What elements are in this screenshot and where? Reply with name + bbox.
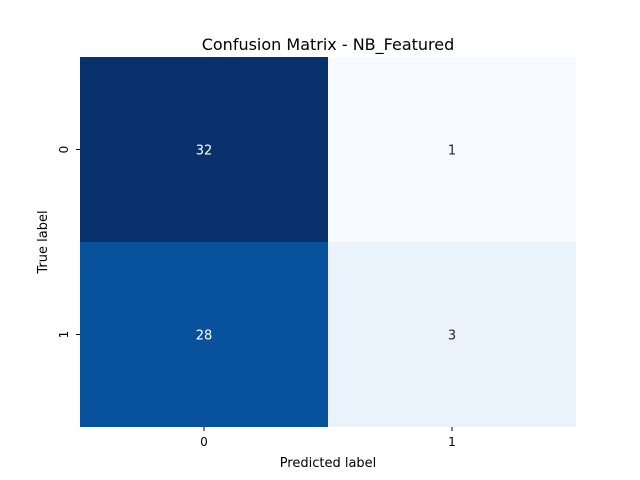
x-tick-label-0: 0 [200,435,208,449]
cell-value-label-1-0: 28 [196,329,213,344]
y-tick-label-0: 0 [57,146,71,154]
heatmap-cell-labels: 32 1 28 3 [196,144,456,344]
chart-title: Confusion Matrix - NB_Featured [202,35,455,55]
heatmap-cell-0-0 [80,57,328,242]
cell-value-label-0-0: 32 [196,144,213,159]
y-axis-label: True label [36,210,51,274]
heatmap-cell-0-1 [328,57,576,242]
x-axis-label: Predicted label [280,456,377,471]
y-axis-ticks: 01 [57,146,80,339]
heatmap-cell-1-1 [328,242,576,427]
cell-value-label-0-1: 1 [448,144,456,159]
x-tick-label-1: 1 [448,435,456,449]
heatmap-cells [80,57,576,427]
y-tick-label-1: 1 [57,331,71,339]
heatmap-cell-1-0 [80,242,328,427]
cell-value-label-1-1: 3 [448,329,456,344]
